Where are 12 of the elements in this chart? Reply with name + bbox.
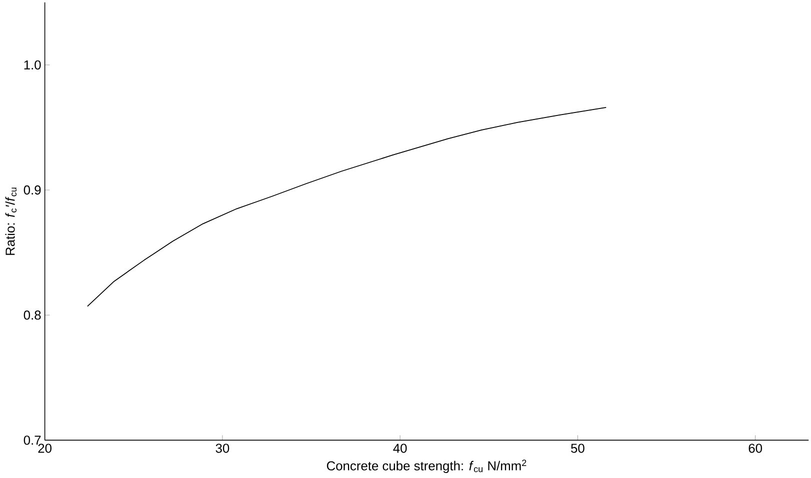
x-tick-label: 40: [393, 444, 407, 453]
y-tick-label: 1.0: [24, 60, 41, 70]
y-tick-label: 0.8: [24, 310, 41, 320]
x-tick-label: 20: [38, 444, 52, 453]
y-axis-title: Ratio: f$_{c}$′/f$_{cu}$: [5, 188, 17, 255]
x-tick-label: 60: [748, 444, 762, 453]
x-tick-label: 30: [216, 444, 230, 453]
y-tick-label: 0.9: [24, 185, 41, 194]
x-tick-label: 50: [571, 444, 584, 453]
line-series: [86, 106, 607, 307]
x-axis-title: Concrete cube strength: f$_{cu}$ N/mm$^{2}$: [326, 460, 526, 473]
y-tick-label: 0.7: [24, 435, 41, 445]
